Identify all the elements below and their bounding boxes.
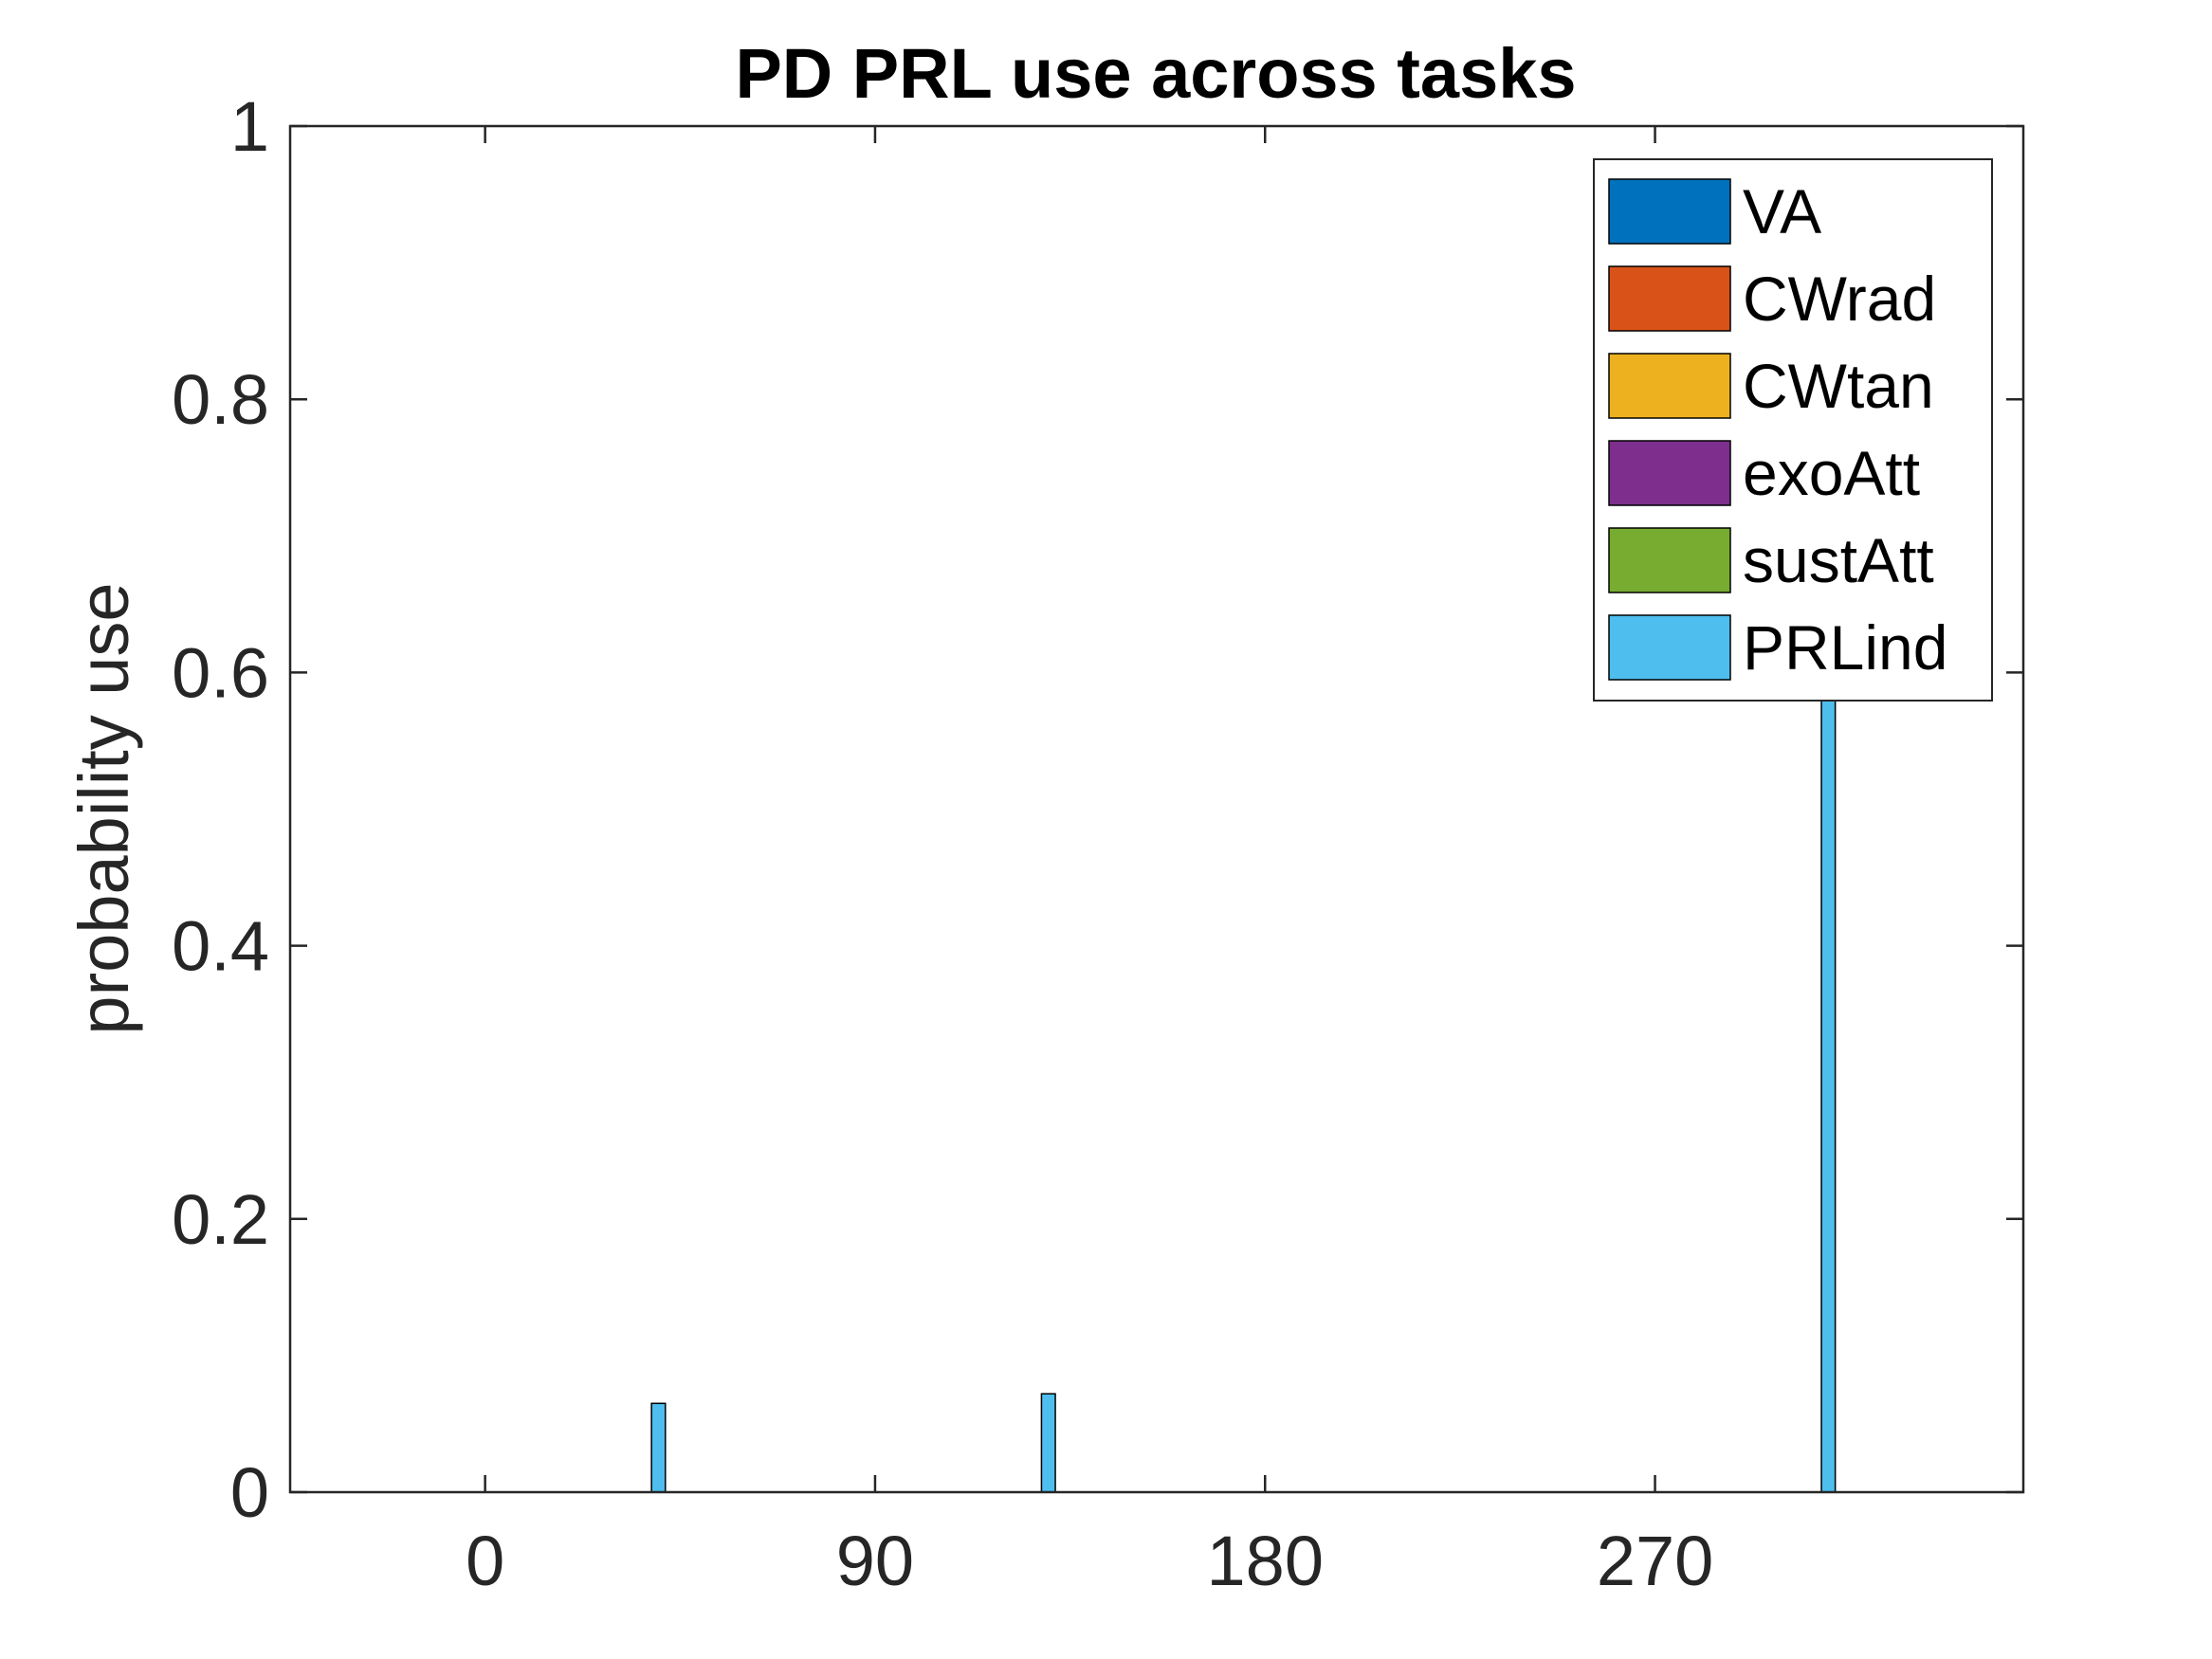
- y-tick-label: 0: [230, 1453, 269, 1532]
- y-tick-label: 0.4: [172, 907, 269, 986]
- legend-swatch-exoAtt: [1608, 440, 1731, 506]
- legend-swatch-sustAtt: [1608, 527, 1731, 593]
- legend-swatch-PRLind: [1608, 614, 1731, 681]
- plot-area-frame: [288, 124, 2025, 1494]
- legend-box: [1593, 158, 1993, 702]
- legend: VA CWrad CWtan exoAtt sustAtt PRLind: [1593, 158, 1993, 702]
- y-tick-label: 1: [230, 87, 269, 166]
- x-tick-label: 90: [836, 1522, 914, 1600]
- y-tick-label: 0.8: [172, 360, 269, 439]
- x-tick-labels: 0 90 180 270: [466, 1522, 1713, 1600]
- legend-label-CWrad: CWrad: [1743, 264, 1936, 334]
- y-tick-label: 0.2: [172, 1180, 269, 1259]
- y-tick-labels: 0 0.2 0.4 0.6 0.8 1: [172, 87, 269, 1532]
- legend-label-CWtan: CWtan: [1743, 351, 1934, 421]
- bar-PRLind-120: [1040, 1393, 1056, 1493]
- legend-label-sustAtt: sustAtt: [1743, 525, 1934, 595]
- x-tick-label: 270: [1597, 1522, 1713, 1600]
- x-tick-label: 180: [1207, 1522, 1324, 1600]
- y-tick-label: 0.6: [172, 633, 269, 712]
- legend-label-VA: VA: [1743, 176, 1821, 246]
- legend-label-exoAtt: exoAtt: [1743, 438, 1920, 508]
- bar-PRLind-30: [650, 1402, 667, 1493]
- chart-title: PD PRL use across tasks: [735, 34, 1576, 113]
- legend-label-PRLind: PRLind: [1743, 612, 1947, 683]
- legend-swatch-CWtan: [1608, 353, 1731, 419]
- legend-swatch-VA: [1608, 178, 1731, 245]
- x-tick-label: 0: [466, 1522, 504, 1600]
- legend-swatch-CWrad: [1608, 265, 1731, 332]
- ticks-layer: [290, 124, 2023, 1494]
- y-axis-label: probability use: [64, 582, 143, 1034]
